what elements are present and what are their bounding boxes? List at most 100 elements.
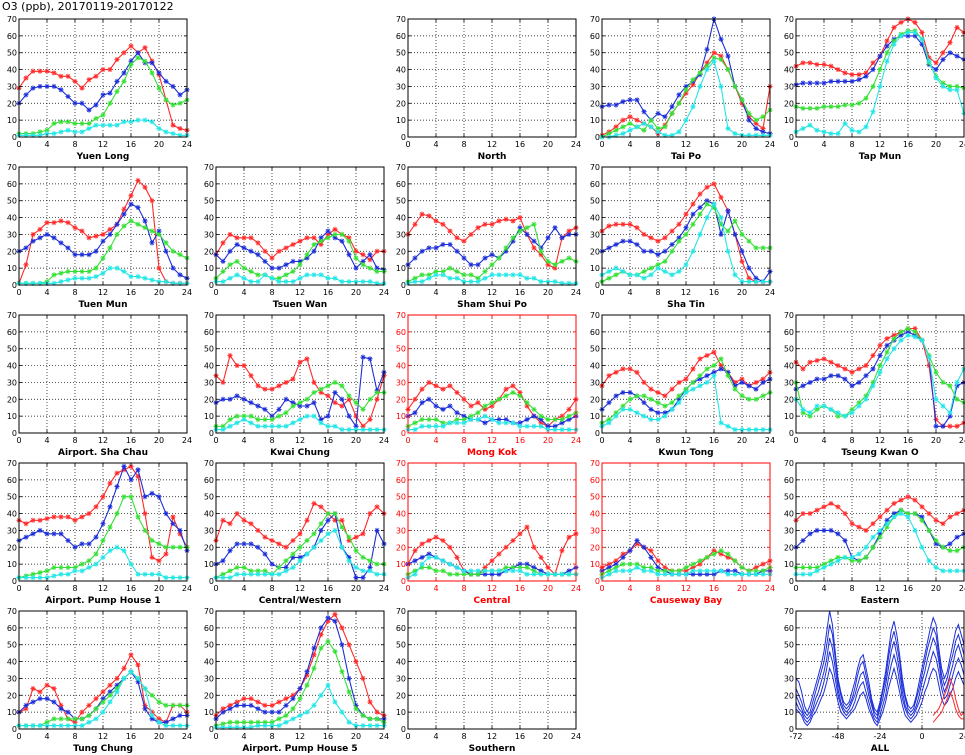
x-tick-label: 20 — [543, 732, 553, 741]
y-tick-label: 60 — [204, 476, 214, 485]
series-line-all_past — [795, 624, 965, 717]
y-tick-label: 70 — [590, 311, 600, 320]
y-tick-label: 40 — [396, 658, 406, 667]
x-tick-label: 0 — [793, 584, 798, 593]
x-tick-label: 16 — [903, 584, 913, 593]
x-tick-label: 16 — [126, 732, 136, 741]
y-tick-label: 50 — [590, 197, 600, 206]
x-tick-label: 16 — [323, 436, 333, 445]
y-tick-label: 40 — [7, 362, 17, 371]
panel-title: North — [478, 152, 507, 162]
y-tick-label: 70 — [784, 15, 794, 24]
panel-title: Central — [473, 596, 510, 606]
x-tick-label: 16 — [709, 288, 719, 297]
x-tick-label: 8 — [269, 584, 274, 593]
panel-tsuen-wan: 0 10 20 30 40 50 60 70 0 4 8 12 16 20 24 Tsuen Wan — [204, 163, 389, 310]
x-tick-label: 8 — [655, 288, 660, 297]
y-tick-label: 30 — [590, 82, 600, 91]
x-tick-label: 16 — [323, 288, 333, 297]
x-tick-label: 16 — [515, 140, 525, 149]
y-tick-label: 10 — [204, 412, 214, 421]
y-tick-label: 40 — [784, 510, 794, 519]
y-tick-label: 40 — [396, 214, 406, 223]
panel-title: Airport. Pump House 5 — [242, 744, 357, 754]
y-tick-label: 50 — [396, 493, 406, 502]
y-tick-label: 30 — [396, 378, 406, 387]
y-tick-label: 60 — [7, 32, 17, 41]
x-tick-label: 16 — [515, 288, 525, 297]
y-tick-label: 70 — [590, 163, 600, 172]
x-tick-label: 4 — [821, 584, 826, 593]
panel-title: Eastern — [861, 596, 900, 606]
x-tick-label: 12 — [487, 732, 497, 741]
y-tick-label: 50 — [7, 345, 17, 354]
panel-airport-sha-chau: 0 10 20 30 40 50 60 70 0 4 8 12 16 20 24 Airport. Sha C… — [7, 311, 192, 458]
y-tick-label: 0 — [12, 725, 17, 734]
y-tick-label: 0 — [209, 429, 214, 438]
y-tick-label: 30 — [590, 230, 600, 239]
x-tick-label: 12 — [487, 584, 497, 593]
x-tick-label: 8 — [72, 288, 77, 297]
panel-title: Tai Po — [671, 152, 701, 162]
x-tick-label: 24 — [959, 732, 965, 741]
panel-title: Kwun Tong — [658, 448, 713, 458]
x-tick-label: 20 — [154, 584, 164, 593]
series-line-all_recent — [932, 690, 964, 723]
x-tick-label: 0 — [793, 140, 798, 149]
x-tick-label: 8 — [72, 732, 77, 741]
x-tick-label: 12 — [487, 140, 497, 149]
panel-tuen-mun: 0 10 20 30 40 50 60 70 0 4 8 12 16 20 24 Tuen Mun — [7, 163, 192, 310]
x-tick-label: 12 — [487, 288, 497, 297]
x-tick-label: 16 — [515, 732, 525, 741]
plot-area — [19, 611, 187, 729]
y-tick-label: 30 — [204, 526, 214, 535]
y-tick-label: 30 — [784, 378, 794, 387]
y-tick-label: 20 — [784, 543, 794, 552]
x-tick-label: 24 — [182, 732, 192, 741]
y-tick-label: 0 — [12, 577, 17, 586]
y-tick-label: 20 — [204, 543, 214, 552]
x-tick-label: 8 — [72, 140, 77, 149]
y-tick-label: 40 — [7, 510, 17, 519]
y-tick-label: 10 — [396, 412, 406, 421]
panel-airport-pump-house-5: 0 10 20 30 40 50 60 70 0 4 8 12 16 20 24 Airport. Pump … — [204, 607, 389, 754]
y-tick-label: 70 — [396, 459, 406, 468]
y-tick-label: 70 — [784, 607, 794, 616]
panel-central-western: 0 10 20 30 40 50 60 70 0 4 8 12 16 20 24 Central/Wester… — [204, 459, 389, 606]
x-tick-label: 16 — [323, 584, 333, 593]
y-tick-label: 20 — [204, 691, 214, 700]
x-tick-label: 16 — [515, 436, 525, 445]
x-tick-label: 8 — [269, 732, 274, 741]
x-tick-label: 0 — [599, 584, 604, 593]
y-tick-label: 40 — [204, 510, 214, 519]
y-tick-label: 60 — [204, 180, 214, 189]
y-tick-label: 70 — [784, 459, 794, 468]
x-tick-label: 12 — [295, 732, 305, 741]
x-tick-label: 0 — [405, 436, 410, 445]
y-tick-label: 0 — [12, 429, 17, 438]
y-tick-label: 10 — [590, 264, 600, 273]
x-tick-label: 16 — [323, 732, 333, 741]
x-tick-label: 0 — [599, 140, 604, 149]
y-tick-label: 40 — [204, 658, 214, 667]
x-tick-label: 12 — [487, 436, 497, 445]
panel-tseung-kwan-o: 0 10 20 30 40 50 60 70 0 4 8 12 16 20 24 Tseung Kwan O — [784, 311, 965, 458]
y-tick-label: 10 — [396, 116, 406, 125]
x-tick-label: 8 — [461, 436, 466, 445]
y-tick-label: 20 — [784, 691, 794, 700]
y-tick-label: 60 — [784, 476, 794, 485]
y-tick-label: 0 — [789, 429, 794, 438]
y-tick-label: 70 — [7, 607, 17, 616]
y-tick-label: 30 — [204, 378, 214, 387]
x-tick-label: 20 — [543, 584, 553, 593]
x-tick-label: 4 — [44, 584, 49, 593]
x-tick-label: 12 — [681, 288, 691, 297]
y-tick-label: 60 — [396, 32, 406, 41]
x-tick-label: 0 — [599, 436, 604, 445]
y-tick-label: 20 — [590, 543, 600, 552]
y-tick-label: 10 — [784, 708, 794, 717]
y-tick-label: 50 — [784, 641, 794, 650]
y-tick-label: 30 — [590, 378, 600, 387]
x-tick-label: 24 — [379, 584, 389, 593]
x-tick-label: 4 — [627, 436, 632, 445]
